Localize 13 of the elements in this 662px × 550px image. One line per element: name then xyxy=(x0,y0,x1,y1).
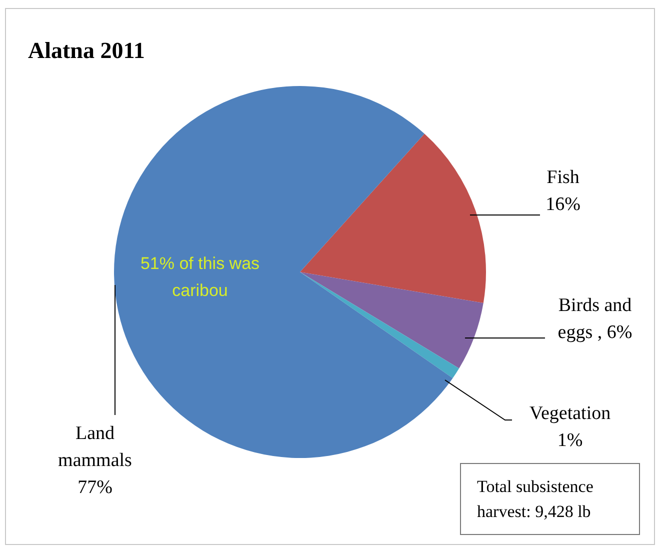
slice-label: Vegetation xyxy=(529,402,612,424)
data-label: 1% xyxy=(557,430,583,450)
pie-slice xyxy=(300,272,484,368)
pie-slice xyxy=(300,134,486,304)
slice-label: Fish xyxy=(546,166,580,188)
slice-label: Land mammals xyxy=(58,422,132,470)
text: 51% of this was caribou xyxy=(140,253,260,302)
data-label: 16% xyxy=(546,194,581,214)
pie-slice xyxy=(300,272,460,378)
data-label: 77% xyxy=(78,476,113,498)
chart-title: Alatna 2011 xyxy=(28,38,145,64)
slice-label: Birds and eggs , 6% xyxy=(558,294,632,342)
text: Total subsistence harvest: 9,428 lb xyxy=(460,463,640,535)
